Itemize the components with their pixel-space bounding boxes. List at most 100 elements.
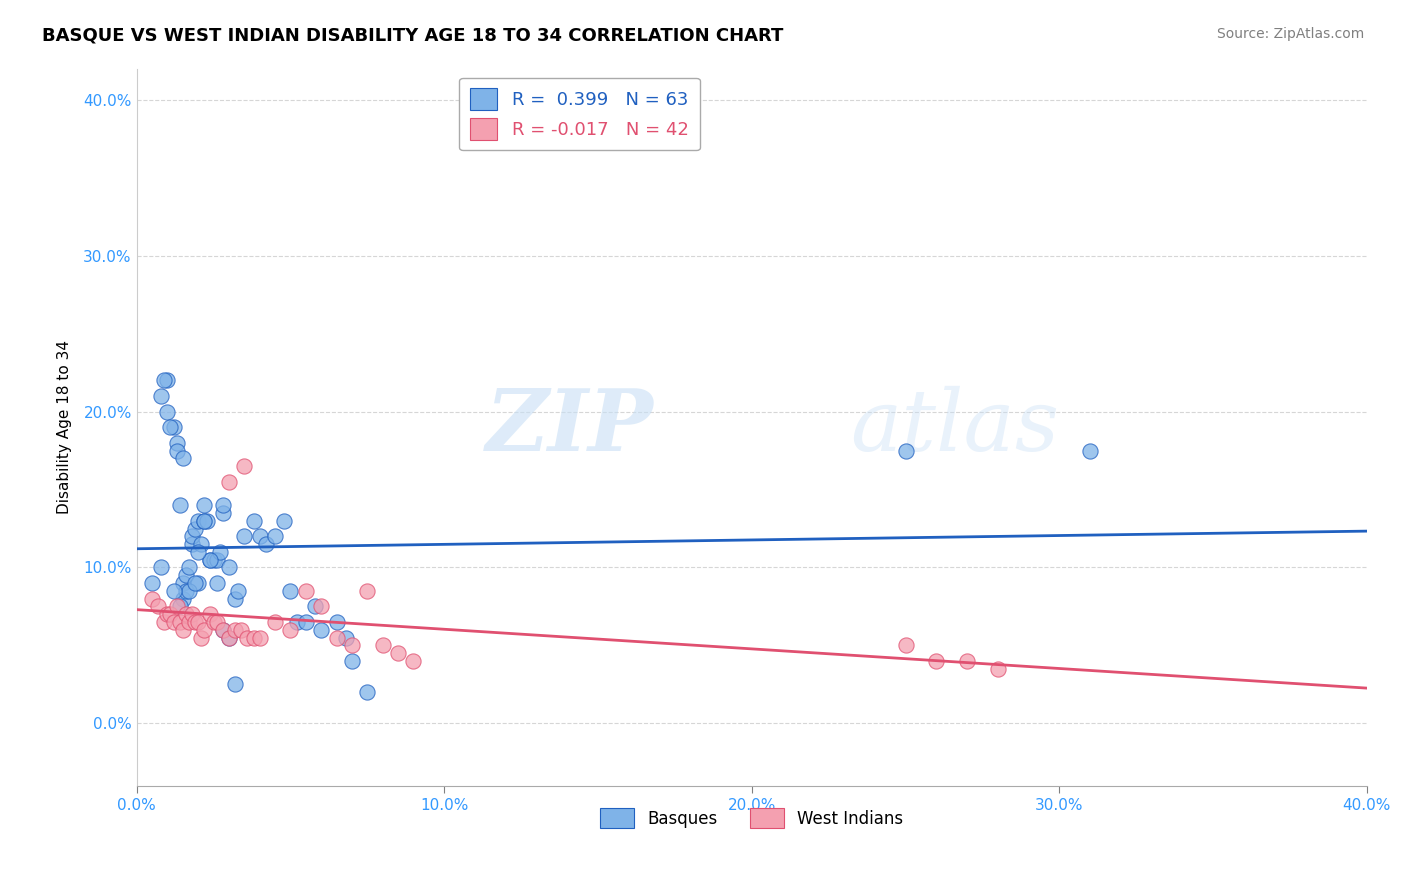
Point	[371, 639, 394, 653]
Point	[205, 576, 228, 591]
Point	[925, 654, 948, 668]
Point	[193, 623, 215, 637]
Text: ZIP: ZIP	[485, 385, 654, 469]
Point	[211, 498, 233, 512]
Point	[197, 514, 219, 528]
Legend: Basques, West Indians: Basques, West Indians	[593, 801, 910, 835]
Point	[166, 443, 188, 458]
Point	[172, 591, 194, 606]
Point	[211, 506, 233, 520]
Point	[335, 631, 357, 645]
Point	[166, 435, 188, 450]
Point	[172, 576, 194, 591]
Point	[208, 545, 231, 559]
Point	[211, 623, 233, 637]
Point	[304, 599, 326, 614]
Point	[294, 615, 316, 629]
Point	[285, 615, 308, 629]
Point	[169, 615, 191, 629]
Point	[190, 537, 212, 551]
Point	[150, 389, 173, 403]
Point	[200, 607, 222, 622]
Point	[340, 639, 363, 653]
Point	[894, 443, 917, 458]
Point	[325, 615, 347, 629]
Point	[181, 537, 204, 551]
Point	[174, 583, 197, 598]
Point	[233, 459, 256, 474]
Point	[224, 623, 246, 637]
Point	[254, 537, 277, 551]
Point	[172, 623, 194, 637]
Point	[153, 373, 176, 387]
Point	[211, 623, 233, 637]
Point	[190, 631, 212, 645]
Point	[153, 615, 176, 629]
Point	[309, 599, 332, 614]
Point	[169, 498, 191, 512]
Point	[187, 545, 209, 559]
Point	[174, 607, 197, 622]
Point	[242, 514, 264, 528]
Point	[280, 583, 302, 598]
Point	[162, 583, 184, 598]
Point	[205, 615, 228, 629]
Point	[150, 560, 173, 574]
Point	[273, 514, 295, 528]
Point	[294, 583, 316, 598]
Point	[181, 529, 204, 543]
Point	[224, 677, 246, 691]
Point	[387, 646, 409, 660]
Point	[226, 583, 249, 598]
Point	[169, 599, 191, 614]
Point	[156, 404, 179, 418]
Point	[402, 654, 425, 668]
Point	[218, 631, 240, 645]
Point	[231, 623, 253, 637]
Point	[218, 631, 240, 645]
Point	[236, 631, 259, 645]
Point	[141, 576, 163, 591]
Text: Source: ZipAtlas.com: Source: ZipAtlas.com	[1216, 27, 1364, 41]
Point	[177, 560, 200, 574]
Point	[264, 529, 287, 543]
Point	[242, 631, 264, 645]
Point	[187, 615, 209, 629]
Point	[184, 521, 207, 535]
Point	[200, 552, 222, 566]
Point	[218, 475, 240, 489]
Point	[177, 583, 200, 598]
Point	[193, 498, 215, 512]
Point	[193, 514, 215, 528]
Point	[233, 529, 256, 543]
Point	[193, 514, 215, 528]
Point	[141, 591, 163, 606]
Point	[156, 607, 179, 622]
Point	[181, 607, 204, 622]
Point	[356, 685, 378, 699]
Point	[177, 615, 200, 629]
Point	[249, 631, 271, 645]
Point	[218, 560, 240, 574]
Point	[894, 639, 917, 653]
Point	[148, 599, 170, 614]
Y-axis label: Disability Age 18 to 34: Disability Age 18 to 34	[58, 340, 72, 514]
Point	[162, 615, 184, 629]
Point	[325, 631, 347, 645]
Point	[280, 623, 302, 637]
Point	[987, 662, 1010, 676]
Point	[184, 615, 207, 629]
Point	[202, 615, 225, 629]
Point	[309, 623, 332, 637]
Point	[356, 583, 378, 598]
Point	[156, 373, 179, 387]
Text: BASQUE VS WEST INDIAN DISABILITY AGE 18 TO 34 CORRELATION CHART: BASQUE VS WEST INDIAN DISABILITY AGE 18 …	[42, 27, 783, 45]
Point	[340, 654, 363, 668]
Point	[166, 599, 188, 614]
Point	[187, 576, 209, 591]
Point	[202, 552, 225, 566]
Point	[187, 514, 209, 528]
Point	[1078, 443, 1101, 458]
Point	[249, 529, 271, 543]
Point	[205, 552, 228, 566]
